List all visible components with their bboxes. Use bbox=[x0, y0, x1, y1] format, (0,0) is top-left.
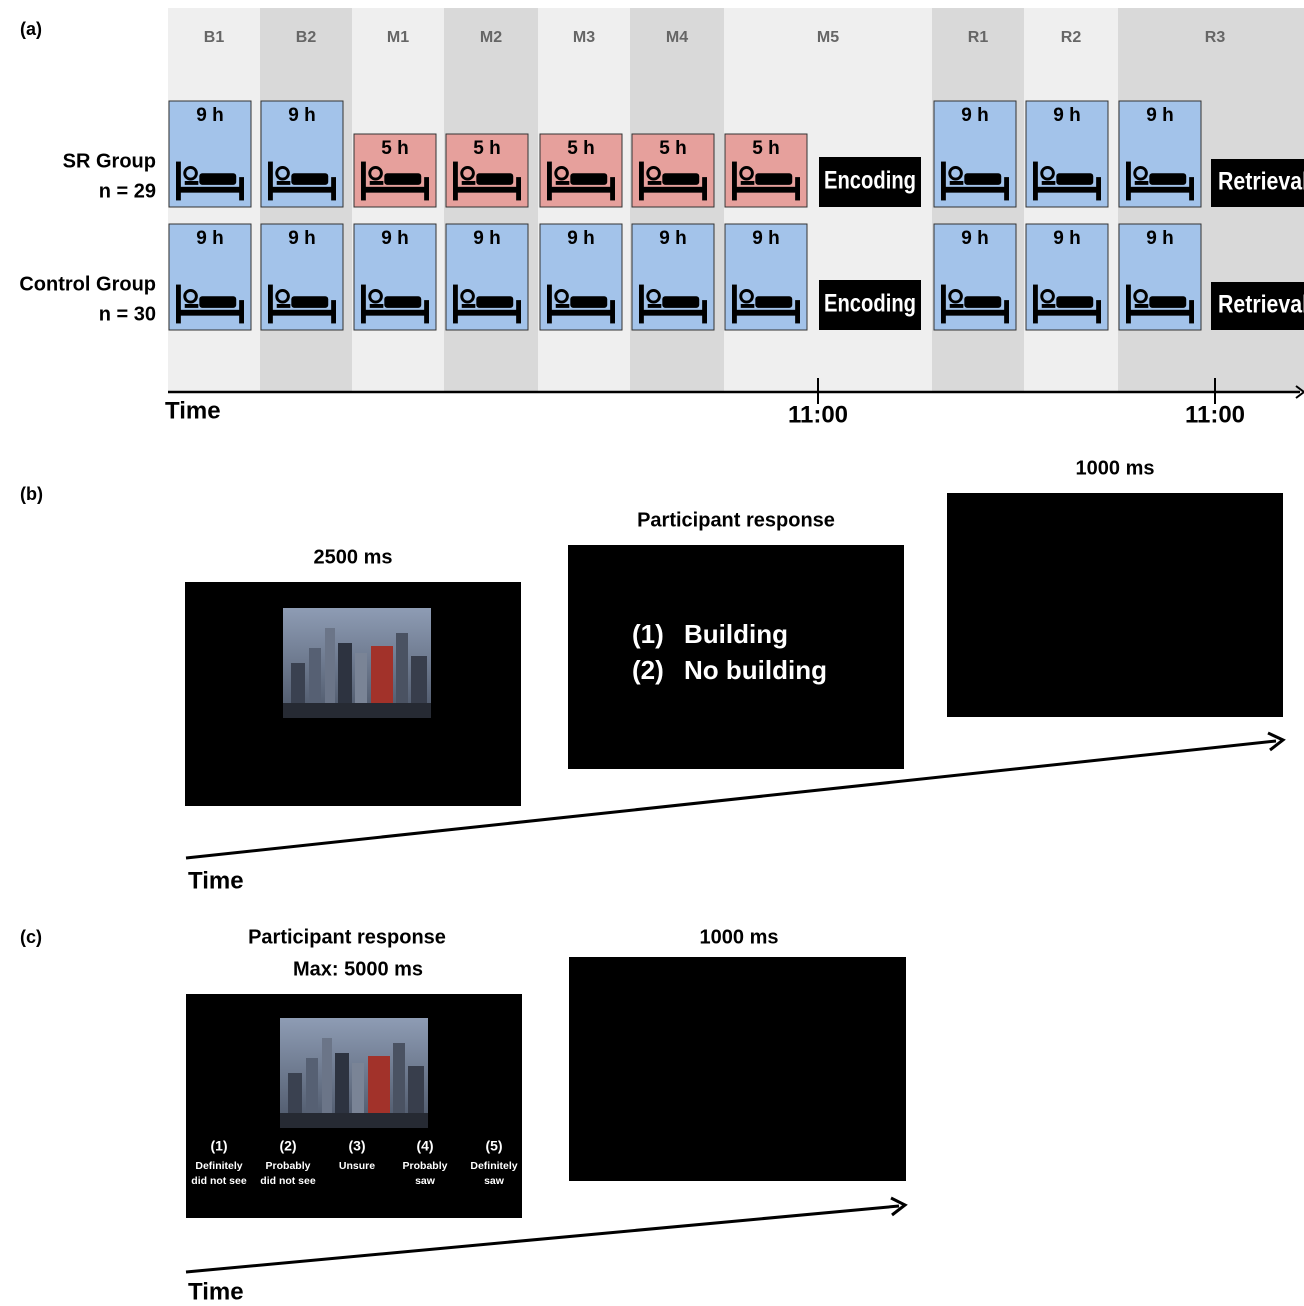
sleep-duration: 5 h bbox=[659, 138, 686, 159]
time-label: Time bbox=[165, 397, 221, 424]
option-number: (2) bbox=[279, 1138, 296, 1154]
retrieval-label: Retrieval bbox=[1218, 168, 1304, 196]
photo bbox=[280, 1018, 428, 1128]
sleep-duration: 9 h bbox=[288, 228, 315, 249]
group-size: n = 30 bbox=[99, 303, 156, 325]
option-text: did not see bbox=[191, 1175, 247, 1187]
sleep-duration: 9 h bbox=[1146, 105, 1173, 126]
panel-label: (a) bbox=[20, 19, 42, 39]
sleep-duration: 9 h bbox=[961, 228, 988, 249]
option-text: No building bbox=[684, 655, 827, 685]
day-label: M3 bbox=[573, 29, 595, 46]
option-text: Unsure bbox=[339, 1160, 375, 1172]
sleep-duration: 9 h bbox=[659, 228, 686, 249]
screen-title: Participant response bbox=[248, 926, 446, 948]
option-text: Probably bbox=[403, 1160, 448, 1172]
day-label: B2 bbox=[296, 29, 317, 46]
option-text: Definitely bbox=[195, 1160, 242, 1172]
sleep-duration: 9 h bbox=[567, 228, 594, 249]
sleep-duration: 9 h bbox=[961, 105, 988, 126]
time-label: Time bbox=[188, 1278, 244, 1305]
sleep-duration: 9 h bbox=[752, 228, 779, 249]
option-text: Probably bbox=[266, 1160, 311, 1172]
screen-title: Max: 5000 ms bbox=[293, 958, 423, 980]
option-number: (2) bbox=[632, 655, 664, 685]
day-label: M2 bbox=[480, 29, 502, 46]
sleep-duration: 5 h bbox=[381, 138, 408, 159]
day-label: M4 bbox=[666, 29, 688, 46]
option-number: (1) bbox=[210, 1138, 227, 1154]
retrieval-label: Retrieval bbox=[1218, 291, 1304, 319]
figure: (a) B1 B2 M1 M2 M3 M4 M5 R1 R2 R3 SR Group n = 29 9 h… bbox=[0, 0, 1304, 1306]
sleep-duration: 9 h bbox=[1053, 105, 1080, 126]
sleep-duration: 5 h bbox=[752, 138, 779, 159]
screen-title: 1000 ms bbox=[1076, 457, 1155, 479]
sleep-duration: 9 h bbox=[473, 228, 500, 249]
option-text: Definitely bbox=[470, 1160, 517, 1172]
option-text: saw bbox=[415, 1175, 436, 1187]
panel-label: (b) bbox=[20, 484, 43, 504]
sleep-duration: 9 h bbox=[196, 105, 223, 126]
day-label: R1 bbox=[968, 29, 989, 46]
time-label: Time bbox=[188, 867, 244, 894]
encoding-label: Encoding bbox=[824, 290, 916, 318]
day-label: R3 bbox=[1205, 29, 1226, 46]
sleep-duration: 9 h bbox=[1146, 228, 1173, 249]
day-label: R2 bbox=[1061, 29, 1082, 46]
sleep-duration: 9 h bbox=[288, 105, 315, 126]
screen bbox=[569, 957, 906, 1181]
option-number: (5) bbox=[485, 1138, 502, 1154]
time-tick-label: 11:00 bbox=[1185, 401, 1245, 428]
option-text: Building bbox=[684, 619, 788, 649]
sleep-duration: 9 h bbox=[196, 228, 223, 249]
day-label: M5 bbox=[817, 29, 839, 46]
photo bbox=[283, 608, 431, 718]
screen-title: Participant response bbox=[637, 509, 835, 531]
sleep-duration: 5 h bbox=[567, 138, 594, 159]
screen bbox=[947, 493, 1283, 717]
sleep-duration: 9 h bbox=[1053, 228, 1080, 249]
option-number: (3) bbox=[348, 1138, 365, 1154]
encoding-label: Encoding bbox=[824, 167, 916, 195]
screen-title: 1000 ms bbox=[700, 926, 779, 948]
screen-title: 2500 ms bbox=[314, 546, 393, 568]
option-text: did not see bbox=[260, 1175, 316, 1187]
option-text: saw bbox=[484, 1175, 505, 1187]
option-number: (1) bbox=[632, 619, 664, 649]
day-label: M1 bbox=[387, 29, 409, 46]
option-number: (4) bbox=[416, 1138, 433, 1154]
sleep-duration: 9 h bbox=[381, 228, 408, 249]
group-name: SR Group bbox=[63, 150, 156, 172]
time-tick-label: 11:00 bbox=[788, 401, 848, 428]
panel-label: (c) bbox=[20, 927, 42, 947]
sleep-duration: 5 h bbox=[473, 138, 500, 159]
group-size: n = 29 bbox=[99, 180, 156, 202]
day-label: B1 bbox=[204, 29, 225, 46]
group-name: Control Group bbox=[19, 273, 156, 295]
